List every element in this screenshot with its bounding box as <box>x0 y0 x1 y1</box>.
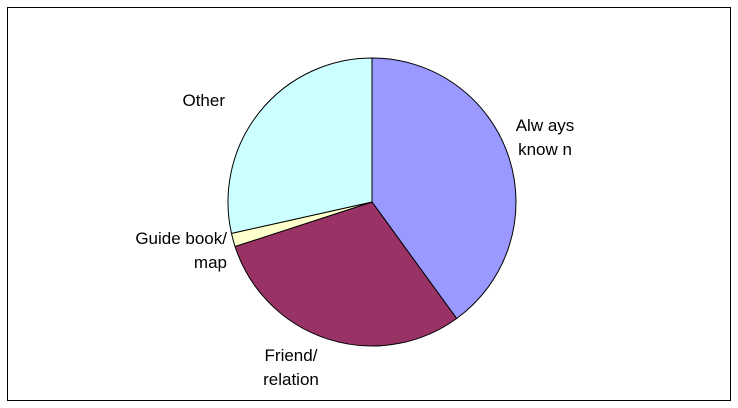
pie-slices <box>227 57 517 347</box>
slice-label-line: know n <box>518 140 572 159</box>
slice-label-line: Other <box>182 91 225 110</box>
pie-slice <box>234 201 458 347</box>
slice-label: Alw ays know n <box>516 116 575 159</box>
slice-label-line: map <box>194 253 227 272</box>
slice-label: Other <box>182 91 225 110</box>
slice-label-line: relation <box>263 370 319 389</box>
pie-slice <box>371 57 517 320</box>
slice-label: Guide book/map <box>135 229 227 272</box>
slice-label-line: Friend/ <box>265 346 318 365</box>
slice-label-line: Guide book/ <box>135 229 227 248</box>
pie-slice <box>227 57 373 235</box>
pie-labels: Alw ays know n Friend/relation Guide book/m… <box>135 91 574 389</box>
slice-label-line: Alw ays <box>516 116 575 135</box>
slice-label: Friend/relation <box>263 346 319 389</box>
